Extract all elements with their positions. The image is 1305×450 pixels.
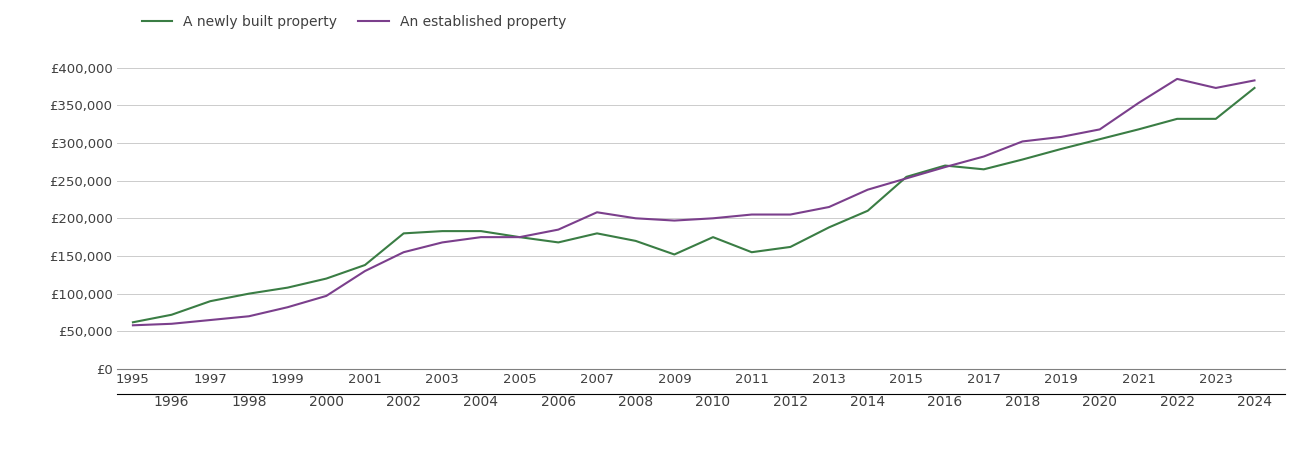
An established property	[202, 317, 218, 323]
A newly built property	[937, 163, 953, 168]
An established property	[937, 164, 953, 170]
An established property	[125, 323, 141, 328]
A newly built property	[783, 244, 799, 250]
A newly built property	[667, 252, 683, 257]
An established property	[899, 176, 915, 181]
A newly built property	[512, 234, 527, 240]
A newly built property	[628, 238, 643, 243]
A newly built property	[318, 276, 334, 281]
A newly built property	[202, 298, 218, 304]
A newly built property	[744, 249, 760, 255]
An established property	[1053, 134, 1069, 140]
A newly built property	[435, 229, 450, 234]
A newly built property	[279, 285, 295, 290]
An established property	[1246, 78, 1262, 83]
A newly built property	[589, 231, 604, 236]
An established property	[821, 204, 837, 210]
An established property	[783, 212, 799, 217]
An established property	[512, 234, 527, 240]
An established property	[667, 218, 683, 223]
An established property	[1169, 76, 1185, 81]
An established property	[1208, 85, 1224, 90]
A newly built property	[163, 312, 179, 317]
A newly built property	[1092, 136, 1108, 142]
A newly built property	[976, 166, 992, 172]
A newly built property	[241, 291, 257, 297]
An established property	[589, 210, 604, 215]
Legend: A newly built property, An established property: A newly built property, An established p…	[136, 10, 572, 35]
Line: An established property: An established property	[133, 79, 1254, 325]
A newly built property	[1014, 157, 1030, 162]
An established property	[435, 240, 450, 245]
A newly built property	[125, 320, 141, 325]
A newly built property	[358, 262, 373, 268]
An established property	[1130, 100, 1146, 106]
An established property	[358, 268, 373, 274]
An established property	[318, 293, 334, 299]
A newly built property	[1208, 116, 1224, 122]
A newly built property	[1053, 146, 1069, 152]
An established property	[705, 216, 720, 221]
A newly built property	[551, 240, 566, 245]
An established property	[474, 234, 489, 240]
An established property	[1092, 127, 1108, 132]
A newly built property	[474, 229, 489, 234]
An established property	[628, 216, 643, 221]
An established property	[1014, 139, 1030, 144]
An established property	[279, 305, 295, 310]
A newly built property	[705, 234, 720, 240]
An established property	[163, 321, 179, 327]
An established property	[860, 187, 876, 192]
An established property	[744, 212, 760, 217]
A newly built property	[395, 231, 411, 236]
A newly built property	[860, 208, 876, 213]
An established property	[551, 227, 566, 232]
A newly built property	[899, 174, 915, 180]
An established property	[241, 314, 257, 319]
A newly built property	[1246, 85, 1262, 90]
Line: A newly built property: A newly built property	[133, 88, 1254, 322]
A newly built property	[1169, 116, 1185, 122]
An established property	[976, 154, 992, 159]
A newly built property	[1130, 127, 1146, 132]
An established property	[395, 249, 411, 255]
A newly built property	[821, 225, 837, 230]
